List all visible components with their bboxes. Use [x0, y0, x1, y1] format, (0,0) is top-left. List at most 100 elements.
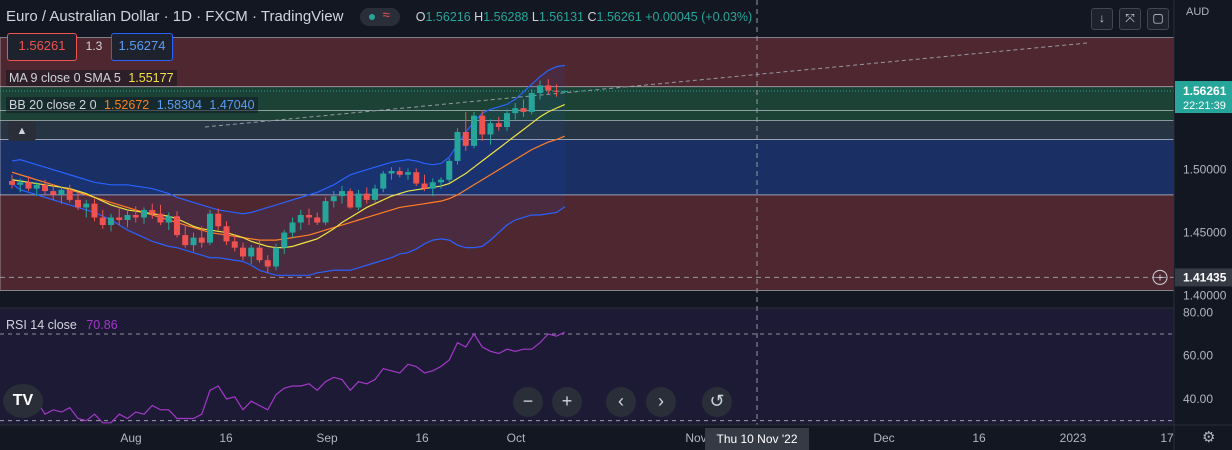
rsi-tick-label: 60.00 — [1183, 349, 1213, 363]
maximize-icon[interactable]: ▢ — [1147, 8, 1169, 30]
candle-body — [99, 217, 106, 226]
chart-header: Euro / Australian Dollar · 1D · FXCM · T… — [6, 7, 753, 27]
candle-body — [215, 213, 222, 227]
last-price-tag — [1175, 81, 1232, 114]
candle-body — [339, 191, 345, 197]
candle-body — [388, 170, 395, 174]
candle-body — [273, 247, 279, 267]
candle-body — [132, 214, 139, 218]
trend-line — [204, 42, 1091, 128]
bb-basis-line — [11, 135, 565, 241]
low-label: L — [531, 10, 539, 24]
candle-body — [207, 213, 213, 243]
candle-body — [289, 222, 296, 233]
candle-body — [157, 213, 164, 223]
zone-rect-5 — [0, 37, 1175, 88]
candle-body — [454, 132, 461, 161]
candle-body — [520, 108, 527, 112]
fullscreen-icon[interactable]: ⤧ — [1119, 8, 1141, 30]
candle-body — [141, 209, 147, 218]
zone-rect-1 — [0, 139, 1175, 196]
candle-body — [306, 214, 312, 218]
chevron-up-icon[interactable]: ▲ — [8, 121, 36, 141]
candle-body — [421, 183, 428, 189]
symbol-title: Euro / Australian Dollar — [6, 8, 160, 25]
rsi-tick-label: 40.00 — [1183, 392, 1213, 406]
rsi-value: 70.86 — [86, 318, 118, 332]
buy-button[interactable]: 1.56274 — [111, 33, 173, 61]
source-label: FXCM — [205, 8, 248, 25]
add-alert-plus: + — [1156, 270, 1163, 284]
scroll-left-button[interactable]: ‹ — [606, 387, 636, 417]
crosshair-date-label: Thu 10 Nov '22 — [716, 432, 797, 446]
candle-body — [330, 196, 337, 202]
zoom-out-button[interactable]: − — [513, 387, 543, 417]
price-tick-label: 1.50000 — [1183, 163, 1227, 177]
time-tick-label: Dec — [873, 431, 894, 445]
candle-body — [471, 115, 477, 146]
ma-label: MA 9 close 0 SMA 5 — [9, 71, 121, 85]
time-tick-label: 2023 — [1060, 431, 1087, 445]
close-label: C — [587, 10, 597, 24]
arrow-down-icon[interactable]: ↓ — [1091, 8, 1113, 30]
tradingview-logo-icon: TV — [3, 384, 43, 418]
currency-label[interactable]: AUD — [1186, 6, 1210, 18]
high-value: 1.56288 — [483, 10, 529, 24]
candle-body — [512, 108, 519, 114]
ma-value: 1.55177 — [128, 71, 174, 85]
candle-body — [17, 182, 24, 185]
candle-body — [297, 214, 304, 223]
candle-body — [108, 217, 114, 226]
candle-body — [429, 182, 436, 189]
candle-body — [9, 181, 15, 185]
time-tick-label: Nov — [685, 431, 706, 445]
bb-upper-value: 1.58304 — [156, 98, 202, 112]
open-label: O — [415, 10, 426, 24]
candle-body — [528, 93, 535, 112]
price-axis — [1174, 0, 1232, 450]
candle-body — [314, 217, 321, 223]
time-tick-label: 16 — [219, 431, 233, 445]
bb-label: BB 20 close 2 0 — [9, 98, 97, 112]
candle-body — [75, 199, 81, 208]
zone-rect-2 — [0, 120, 1175, 140]
low-value: 1.56131 — [538, 10, 584, 24]
time-tick-label: Oct — [507, 431, 526, 445]
market-status-icon[interactable] — [359, 7, 400, 27]
rsi-label: RSI 14 close — [6, 318, 77, 332]
candle-body — [66, 189, 73, 200]
bb-legend[interactable]: BB 20 close 2 0 1.52672 1.58304 1.47040 — [6, 97, 258, 113]
candle-body — [190, 237, 197, 246]
ma-legend[interactable]: MA 9 close 0 SMA 5 1.55177 — [6, 70, 177, 86]
candle-body — [231, 241, 238, 248]
platform-label: TradingView — [260, 8, 344, 25]
crosshair-price-label: 1.41435 — [1183, 270, 1227, 284]
bb-lower-value: 1.47040 — [209, 98, 255, 112]
candle-body — [149, 209, 156, 214]
sell-button[interactable]: 1.56261 — [7, 33, 77, 61]
candle-body — [182, 235, 189, 246]
change-value: +0.00045 (+0.03%) — [645, 10, 753, 24]
candle-body — [363, 193, 370, 200]
gear-icon[interactable]: ⚙ — [1202, 429, 1216, 446]
candle-body — [495, 123, 502, 127]
candle-body — [281, 232, 288, 248]
candle-body — [322, 201, 329, 223]
candle-body — [264, 260, 271, 267]
candle-body — [33, 184, 40, 189]
candle-body — [504, 113, 510, 127]
scroll-right-button[interactable]: › — [646, 387, 676, 417]
candle-body — [372, 188, 378, 200]
candle-body — [545, 85, 552, 91]
time-tick-label: Sep — [316, 431, 338, 445]
candle-body — [438, 179, 444, 183]
price-tick-label: 1.45000 — [1183, 226, 1227, 240]
rsi-legend[interactable]: RSI 14 close 70.86 — [6, 318, 118, 332]
interval-label[interactable]: 1D — [172, 8, 192, 25]
zoom-in-button[interactable]: + — [552, 387, 582, 417]
bb-lower-line — [11, 183, 566, 276]
reset-chart-button[interactable]: ↺ — [702, 387, 732, 417]
time-tick-label: 16 — [415, 431, 429, 445]
time-tick-label: Aug — [120, 431, 141, 445]
